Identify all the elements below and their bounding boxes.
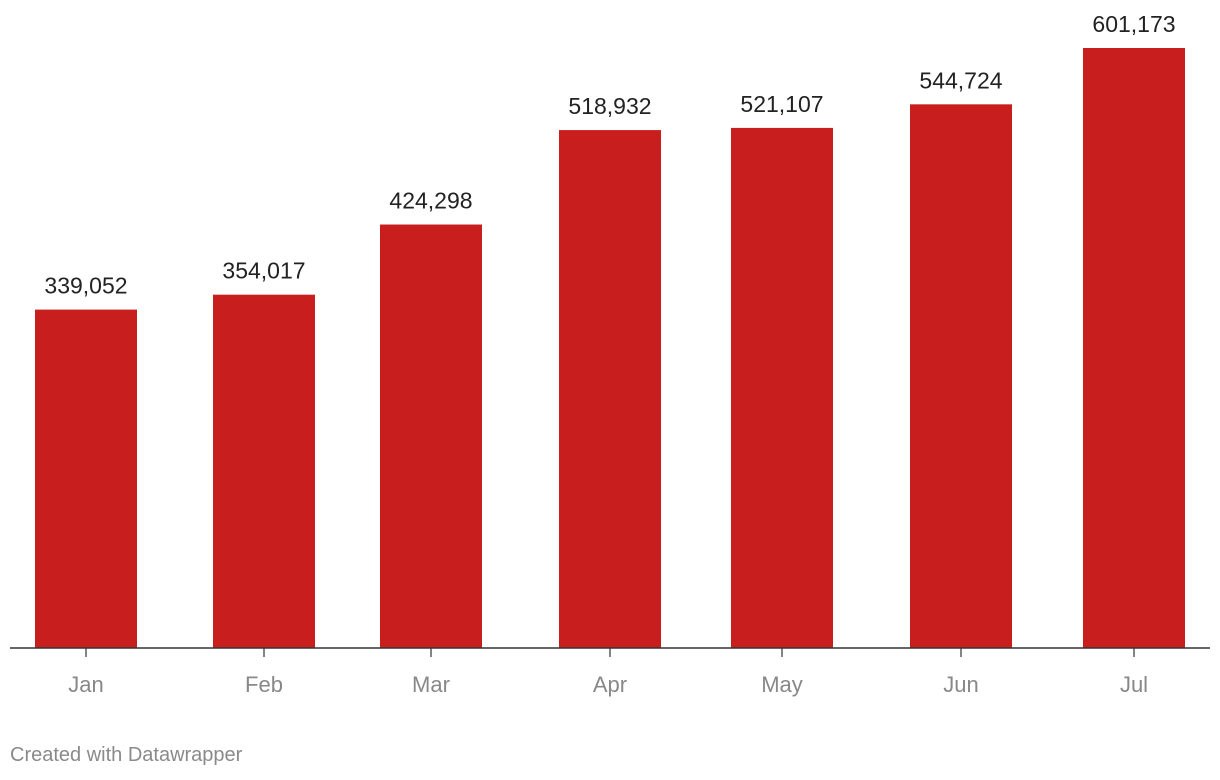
credit-text: Created with Datawrapper [10, 744, 243, 766]
bar-feb [213, 294, 315, 648]
value-labels-layer: 339,052 354,017 424,298 518,932 521,107 544,7… [44, 11, 1175, 299]
value-label-feb: 354,017 [222, 258, 305, 284]
value-label-apr: 518,932 [568, 93, 651, 119]
x-tick-label-may: May [761, 672, 803, 697]
bar-apr [559, 130, 661, 648]
x-tick-label-jul: Jul [1120, 672, 1148, 697]
x-tick-label-jan: Jan [68, 672, 103, 697]
x-tick-label-apr: Apr [593, 672, 627, 697]
bar-jan [35, 309, 137, 648]
bar-jul [1083, 48, 1185, 648]
bar-may [731, 127, 833, 648]
x-tick-label-jun: Jun [943, 672, 978, 697]
value-label-jan: 339,052 [44, 273, 127, 299]
bar-jun [910, 104, 1012, 648]
bars-layer [35, 48, 1185, 648]
x-axis-ticks-layer: Jan Feb Mar Apr May Jun Jul [68, 648, 1148, 697]
value-label-jun: 544,724 [919, 67, 1002, 93]
value-label-may: 521,107 [740, 91, 823, 117]
x-tick-label-mar: Mar [412, 672, 450, 697]
value-label-mar: 424,298 [389, 188, 472, 214]
x-tick-label-feb: Feb [245, 672, 283, 697]
bar-mar [380, 224, 482, 648]
value-label-jul: 601,173 [1092, 11, 1175, 37]
